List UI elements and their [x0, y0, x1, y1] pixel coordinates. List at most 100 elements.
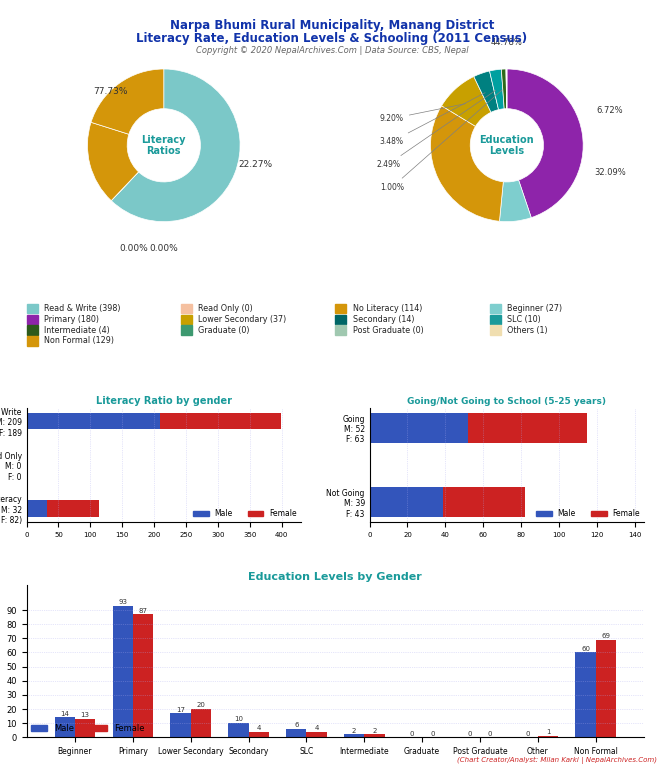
Text: 44.78%: 44.78%	[491, 38, 523, 47]
Title: Going/Not Going to School (5-25 years): Going/Not Going to School (5-25 years)	[407, 396, 606, 406]
Text: 0: 0	[488, 730, 493, 737]
Bar	[596, 640, 616, 737]
Wedge shape	[88, 122, 139, 200]
Text: Literacy
Ratios: Literacy Ratios	[141, 134, 186, 156]
Text: 6.72%: 6.72%	[596, 107, 623, 115]
Text: 87: 87	[138, 607, 147, 614]
Bar	[181, 315, 192, 324]
Bar	[27, 303, 38, 313]
Wedge shape	[489, 69, 504, 110]
Bar	[365, 734, 384, 737]
Text: Narpa Bhumi Rural Municipality, Manang District: Narpa Bhumi Rural Municipality, Manang D…	[170, 19, 494, 32]
Bar	[335, 303, 347, 313]
Bar	[344, 734, 365, 737]
Legend: Male, Female: Male, Female	[537, 509, 640, 518]
Legend: Male, Female: Male, Female	[193, 509, 297, 518]
Text: Secondary (14): Secondary (14)	[353, 315, 414, 323]
Text: 0: 0	[410, 730, 414, 737]
Bar	[248, 732, 269, 737]
Legend: Male, Female: Male, Female	[31, 724, 145, 733]
Bar	[27, 413, 160, 429]
Text: 14: 14	[60, 711, 69, 717]
Text: Literacy Rate, Education Levels & Schooling (2011 Census): Literacy Rate, Education Levels & School…	[136, 32, 528, 45]
Text: 10: 10	[234, 717, 243, 723]
Wedge shape	[442, 77, 491, 127]
Text: (Chart Creator/Analyst: Milan Karki | NepalArchives.Com): (Chart Creator/Analyst: Milan Karki | Ne…	[457, 757, 657, 764]
Text: Graduate (0): Graduate (0)	[199, 326, 250, 335]
Text: Intermediate (4): Intermediate (4)	[44, 326, 110, 335]
Text: Non Formal (129): Non Formal (129)	[44, 336, 114, 346]
Text: 0.00%: 0.00%	[119, 244, 147, 253]
Text: Lower Secondary (37): Lower Secondary (37)	[199, 315, 286, 323]
Text: 69: 69	[602, 633, 610, 639]
Text: 93: 93	[118, 599, 127, 605]
Text: 0: 0	[467, 730, 472, 737]
Text: 32.09%: 32.09%	[594, 167, 625, 177]
Bar	[112, 606, 133, 737]
Wedge shape	[91, 69, 164, 134]
Wedge shape	[112, 69, 240, 222]
Text: Read Only (0): Read Only (0)	[199, 304, 253, 313]
Bar	[370, 413, 468, 442]
Bar	[228, 723, 248, 737]
Bar	[538, 736, 558, 737]
Bar	[27, 336, 38, 346]
Bar	[490, 326, 501, 335]
Bar	[47, 500, 100, 517]
Bar	[286, 729, 306, 737]
Bar	[160, 413, 281, 429]
Text: 1.00%: 1.00%	[380, 90, 502, 192]
Text: 0.00%: 0.00%	[149, 244, 178, 253]
Title: Literacy Ratio by gender: Literacy Ratio by gender	[96, 396, 232, 406]
Text: Education
Levels: Education Levels	[479, 134, 534, 156]
Bar	[27, 500, 47, 517]
Wedge shape	[507, 69, 583, 217]
Text: 77.73%: 77.73%	[93, 88, 127, 97]
Text: 0: 0	[525, 730, 530, 737]
Bar	[181, 326, 192, 335]
Bar	[27, 326, 38, 335]
Text: 2.49%: 2.49%	[376, 91, 495, 169]
Bar	[335, 326, 347, 335]
Bar	[468, 413, 587, 442]
Title: Education Levels by Gender: Education Levels by Gender	[248, 572, 422, 582]
Text: 20: 20	[197, 702, 205, 708]
Text: Others (1): Others (1)	[507, 326, 548, 335]
Bar	[490, 303, 501, 313]
Text: 4: 4	[256, 725, 261, 731]
Text: Copyright © 2020 NepalArchives.Com | Data Source: CBS, Nepal: Copyright © 2020 NepalArchives.Com | Dat…	[196, 46, 468, 55]
Text: 2: 2	[373, 728, 376, 733]
Text: Beginner (27): Beginner (27)	[507, 304, 562, 313]
Bar	[27, 315, 38, 324]
Text: 17: 17	[176, 707, 185, 713]
Text: 1: 1	[546, 729, 550, 735]
Bar	[490, 315, 501, 324]
Bar	[171, 713, 191, 737]
Text: 13: 13	[80, 712, 90, 718]
Text: 6: 6	[294, 722, 299, 728]
Bar	[54, 717, 75, 737]
Text: 4: 4	[314, 725, 319, 731]
Bar	[444, 487, 525, 517]
Text: 60: 60	[581, 646, 590, 652]
Wedge shape	[430, 106, 503, 221]
Bar	[75, 719, 95, 737]
Wedge shape	[501, 69, 507, 109]
Text: Read & Write (398): Read & Write (398)	[44, 304, 120, 313]
Wedge shape	[474, 71, 499, 112]
Bar	[370, 487, 444, 517]
Bar	[181, 303, 192, 313]
Text: Primary (180): Primary (180)	[44, 315, 99, 323]
Text: 2: 2	[352, 728, 357, 733]
Text: 22.27%: 22.27%	[238, 160, 272, 169]
Text: 0: 0	[430, 730, 434, 737]
Text: 9.20%: 9.20%	[380, 104, 465, 123]
Bar	[133, 614, 153, 737]
Wedge shape	[112, 172, 139, 200]
Bar	[335, 315, 347, 324]
Bar	[306, 732, 327, 737]
Bar	[576, 653, 596, 737]
Bar	[191, 709, 211, 737]
Text: Post Graduate (0): Post Graduate (0)	[353, 326, 424, 335]
Text: No Literacy (114): No Literacy (114)	[353, 304, 422, 313]
